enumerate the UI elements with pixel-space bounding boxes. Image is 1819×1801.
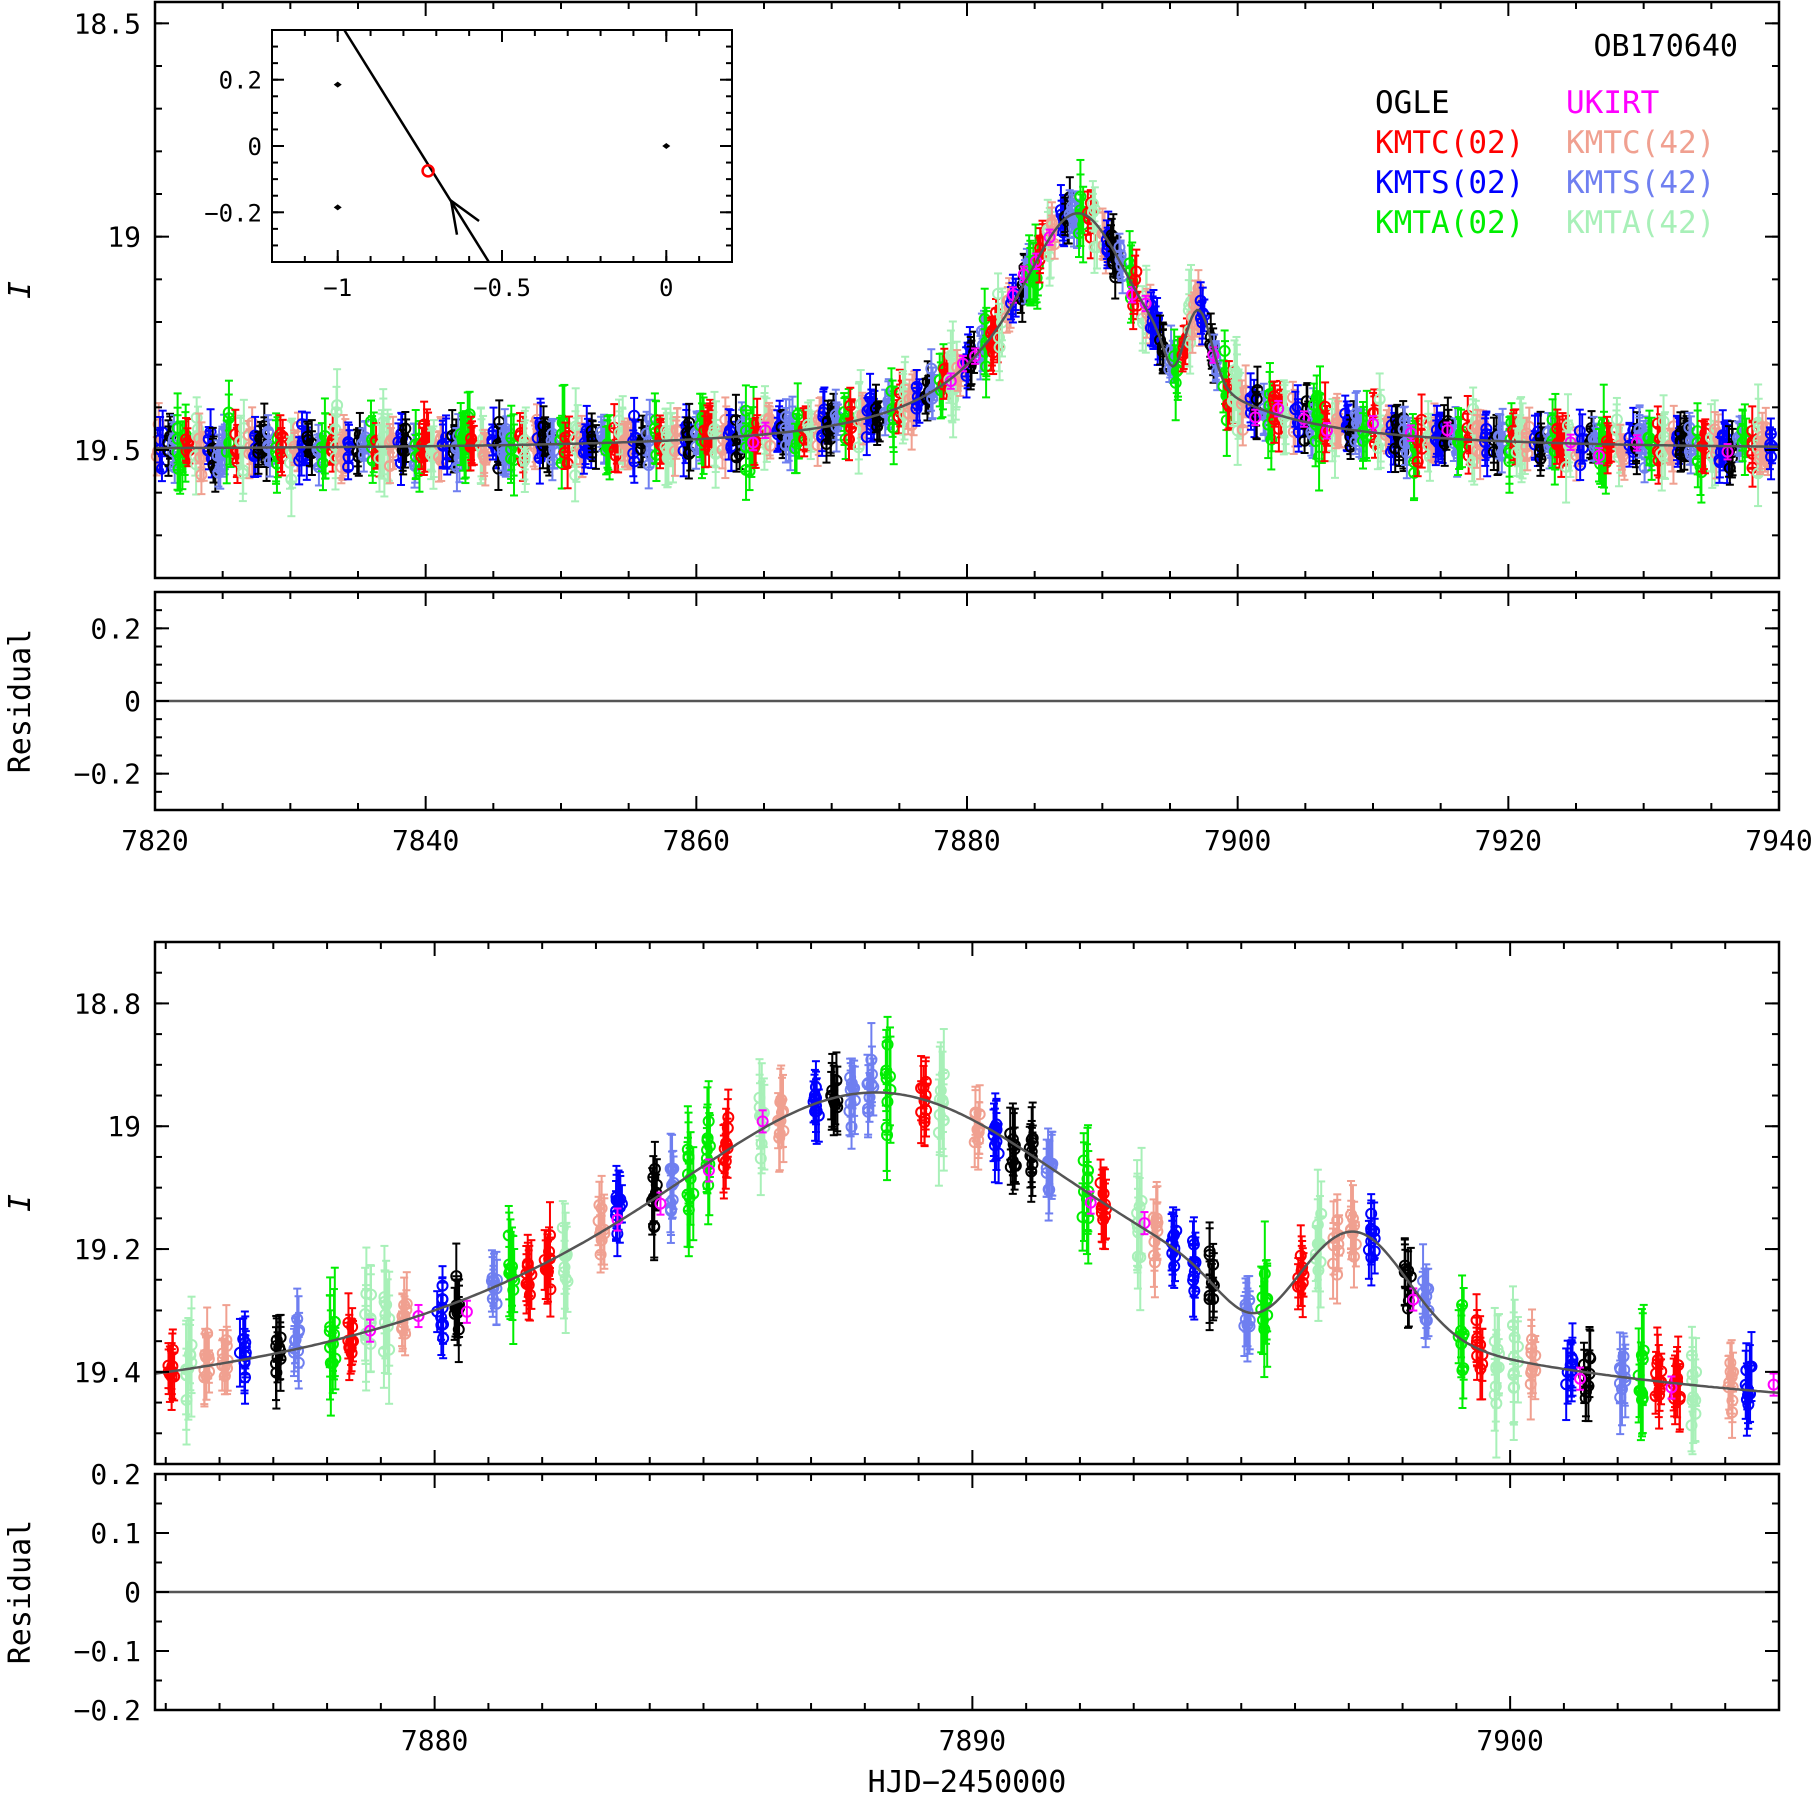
data-marker: [397, 443, 410, 456]
data-marker: [195, 468, 208, 481]
data-point-kmtc02: [180, 417, 193, 462]
data-point-kmts02: [342, 453, 355, 481]
data-point-kmta02: [316, 434, 329, 492]
data-marker: [262, 439, 275, 452]
data-marker: [331, 399, 344, 412]
data-marker: [222, 406, 235, 419]
data-point-kmtc42: [478, 431, 491, 478]
data-marker: [358, 442, 371, 455]
data-marker: [478, 448, 491, 461]
data-marker: [342, 460, 355, 473]
data-point-kmts42: [262, 426, 275, 465]
data-marker: [237, 464, 250, 477]
data-point-kmts42: [358, 434, 371, 462]
data-point-kmta02: [508, 423, 521, 497]
data-marker: [463, 408, 476, 421]
data-marker: [180, 433, 193, 446]
data-point-ogle: [397, 424, 410, 476]
